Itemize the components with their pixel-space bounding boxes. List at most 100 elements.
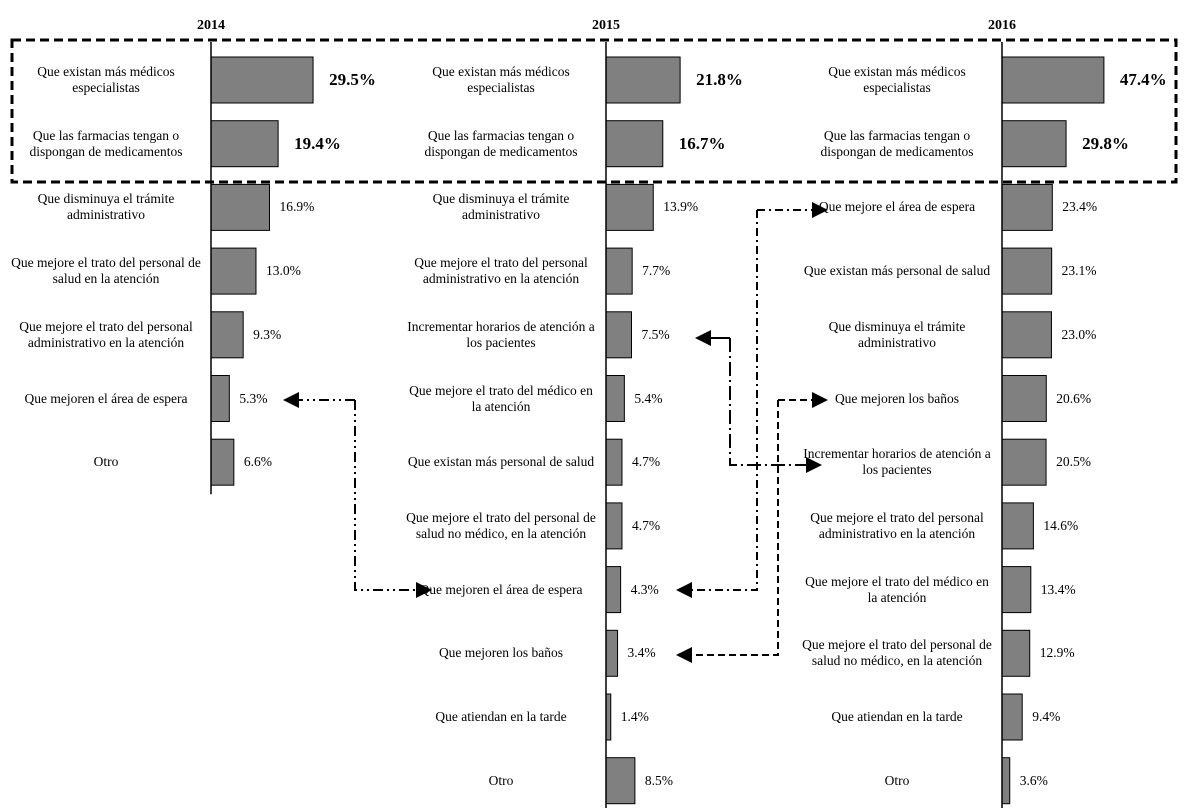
bar: [605, 502, 623, 550]
bar: [1001, 183, 1053, 231]
value-label: 5.4%: [634, 390, 663, 406]
highlight-box: [10, 38, 1178, 184]
category-label: Que mejore el trato del médico en la ate…: [805, 573, 989, 605]
category-label: Que mejore el trato del personal adminis…: [810, 509, 984, 541]
value-label: 13.0%: [265, 263, 301, 279]
category-label: Que mejore el trato del personal de salu…: [11, 255, 201, 287]
value-label: 20.5%: [1056, 454, 1091, 470]
bar: [605, 56, 681, 104]
bar: [210, 438, 235, 486]
arrow: [354, 400, 432, 598]
bar: [1001, 693, 1023, 741]
category-label: Otro: [488, 772, 514, 788]
bar: [210, 311, 244, 359]
category-label: Que atiendan en la tarde: [435, 709, 567, 724]
category-label: Incrementar horarios de atención a los p…: [803, 446, 991, 478]
bar: [210, 247, 257, 295]
value-label: 29.8%: [1082, 133, 1129, 153]
category-label: Que existan más médicos especialistas: [432, 64, 570, 95]
category-label: Otro: [884, 772, 910, 788]
category-label: Que mejoren el área de espera: [419, 581, 583, 597]
category-label: Que existan más médicos especialistas: [828, 64, 966, 95]
bar: [1001, 375, 1047, 422]
bar: [210, 120, 279, 168]
bar: [1001, 502, 1034, 550]
category-label: Que disminuya el trámite administrativo: [37, 191, 175, 223]
category-label: Que las farmacias tengan o dispongan de …: [29, 127, 183, 159]
bar: [210, 183, 270, 231]
value-label: 14.6%: [1043, 517, 1079, 533]
value-label: 5.3%: [239, 390, 268, 406]
bar: [1001, 56, 1105, 104]
value-label: 19.4%: [294, 133, 341, 153]
category-label: Incrementar horarios de atención a los p…: [407, 318, 595, 350]
value-label: 23.0%: [1061, 326, 1097, 342]
value-label: 12.9%: [1039, 645, 1075, 661]
category-label: Otro: [93, 454, 119, 470]
value-label: 4.7%: [631, 454, 661, 470]
value-label: 4.3%: [630, 581, 659, 597]
category-label: Que existan más médicos especialistas: [37, 64, 175, 95]
value-label: 21.8%: [696, 70, 743, 89]
value-label: 20.6%: [1056, 390, 1092, 406]
bar: [605, 566, 622, 614]
bar: [210, 375, 230, 422]
category-label: Que mejoren los baños: [438, 645, 564, 661]
bar: [605, 438, 623, 486]
category-label: Que mejore el trato del personal de salu…: [802, 637, 992, 669]
category-label: Que atiendan en la tarde: [831, 709, 963, 724]
category-label: Que existan más personal de salud: [803, 263, 991, 279]
arrow: [676, 210, 758, 598]
value-label: 29.5%: [329, 70, 376, 89]
bar: [1001, 247, 1053, 295]
category-label: Que existan más personal de salud: [407, 454, 595, 470]
value-label: 13.9%: [663, 199, 699, 215]
bar: [1001, 757, 1011, 805]
category-label: Que mejore el área de espera: [818, 199, 976, 215]
category-label: Que las farmacias tengan o dispongan de …: [424, 127, 578, 159]
category-label: Que disminuya el trámite administrativo: [828, 318, 966, 350]
category-label: Que mejore el trato del personal de salu…: [406, 509, 596, 541]
category-label: Que mejoren el área de espera: [24, 390, 188, 406]
value-label: 23.1%: [1061, 263, 1097, 279]
value-label: 7.7%: [642, 263, 671, 279]
arrow: [729, 338, 822, 473]
value-label: 23.4%: [1062, 199, 1098, 215]
panel-title: 2016: [988, 18, 1016, 33]
category-label: Que disminuya el trámite administrativo: [432, 191, 570, 223]
value-label: 16.9%: [279, 199, 315, 215]
category-label: Que las farmacias tengan o dispongan de …: [820, 127, 974, 159]
bar: [605, 120, 664, 168]
value-label: 9.3%: [253, 326, 282, 342]
category-label: Que mejore el trato del personal adminis…: [414, 255, 588, 287]
arrow: [676, 400, 779, 663]
bar: [1001, 311, 1052, 359]
value-label: 47.4%: [1119, 70, 1167, 89]
panel-title: 2014: [197, 18, 225, 33]
category-label: Que mejore el trato del personal adminis…: [19, 318, 193, 350]
bar: [605, 247, 633, 295]
bar: [1001, 629, 1031, 677]
bar: [1001, 438, 1047, 486]
bar: [605, 629, 619, 677]
category-label: Que mejore el trato del médico en la ate…: [409, 382, 593, 414]
category-label: Que mejoren los baños: [834, 390, 960, 406]
value-label: 9.4%: [1032, 709, 1061, 724]
value-label: 8.5%: [644, 772, 674, 788]
value-label: 7.5%: [641, 326, 670, 342]
value-label: 4.7%: [631, 517, 661, 533]
bar: [1001, 566, 1032, 614]
value-label: 16.7%: [678, 133, 726, 153]
panel-title: 2015: [592, 18, 620, 33]
bar: [210, 56, 314, 104]
bar: [605, 183, 654, 231]
bar: [605, 375, 625, 422]
value-label: 6.6%: [243, 454, 272, 470]
bar: [1001, 120, 1067, 168]
bar: [605, 757, 636, 805]
value-label: 13.4%: [1040, 581, 1076, 597]
value-label: 3.6%: [1019, 772, 1048, 788]
bar: [605, 311, 632, 359]
